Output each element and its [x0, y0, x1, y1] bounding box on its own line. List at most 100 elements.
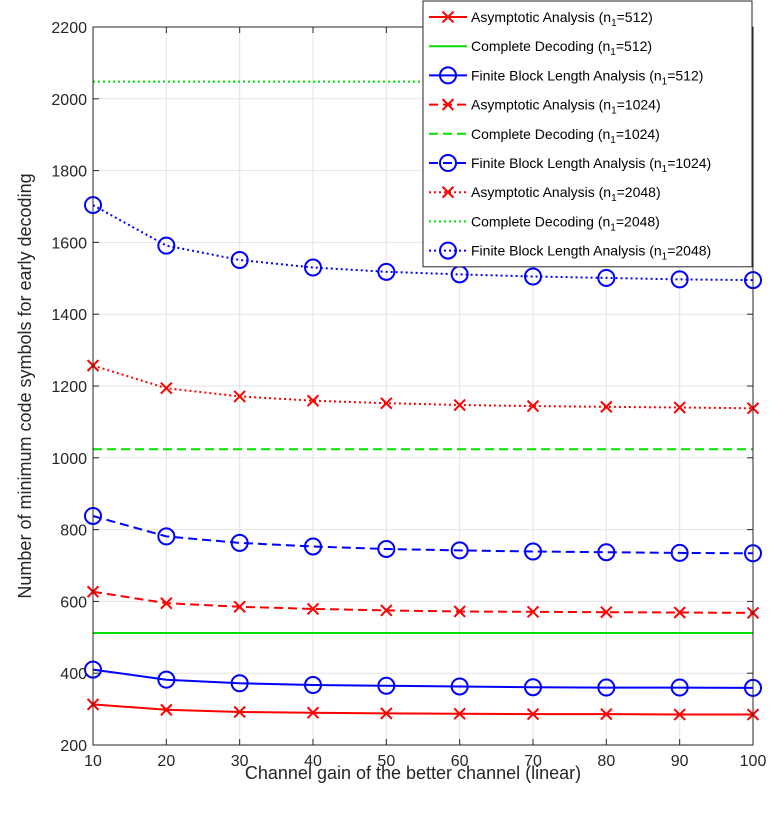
y-tick-label: 1800 [51, 164, 87, 181]
circle-marker [450, 677, 469, 696]
x-marker-stroke [233, 390, 246, 403]
x-marker [453, 605, 466, 618]
y-tick-label: 600 [60, 594, 87, 611]
x-marker [160, 597, 173, 610]
x-tick-label: 30 [231, 753, 249, 770]
x-marker [380, 604, 393, 617]
x-marker-stroke [160, 597, 173, 610]
legend-label-suffix: =1024) [616, 126, 660, 142]
legend-label-suffix: =2048) [667, 243, 711, 259]
legend-label-text: Complete Decoding (n [471, 38, 610, 54]
series-line [92, 204, 754, 282]
legend-label: Asymptotic Analysis (n1=512) [471, 9, 653, 29]
circle-marker [157, 527, 176, 546]
x-marker [233, 705, 246, 719]
x-marker-stroke [453, 398, 466, 412]
legend-entry: Finite Block Length Analysis (n1=2048) [429, 241, 711, 263]
x-marker [306, 394, 320, 407]
x-marker [233, 600, 246, 613]
x-marker-stroke [673, 606, 686, 619]
legend-marker-stroke [441, 98, 455, 111]
legend-label: Asymptotic Analysis (n1=2048) [471, 184, 661, 204]
x-marker [306, 706, 320, 719]
x-marker [526, 605, 540, 618]
x-tick-label: 40 [304, 753, 322, 770]
legend-entry: Asymptotic Analysis (n1=2048) [429, 184, 661, 204]
legend-label-subscript: 1 [611, 18, 617, 29]
x-axis-label: Channel gain of the better channel (line… [245, 763, 581, 783]
x-marker-stroke [600, 707, 613, 721]
legend-label: Complete Decoding (n1=512) [471, 38, 652, 58]
y-tick-label: 1600 [51, 235, 87, 252]
circle-marker [597, 678, 616, 697]
legend: Asymptotic Analysis (n1=512)Complete Dec… [422, 0, 753, 268]
legend-label: Finite Block Length Analysis (n1=1024) [471, 155, 711, 175]
legend-label-subscript: 1 [662, 76, 668, 87]
legend-entry: Complete Decoding (n1=1024) [429, 126, 660, 146]
y-tick-label: 2000 [51, 92, 87, 109]
y-tick-label: 1000 [51, 451, 87, 468]
x-marker [673, 708, 686, 721]
x-marker [453, 707, 466, 720]
legend-label: Finite Block Length Analysis (n1=512) [471, 67, 703, 87]
x-marker [160, 381, 173, 395]
x-marker-stroke [673, 401, 686, 414]
series-line [92, 590, 754, 614]
legend-label: Complete Decoding (n1=1024) [471, 126, 660, 146]
circle-marker [304, 676, 322, 695]
x-marker [233, 390, 246, 403]
x-marker [526, 707, 540, 721]
x-marker-stroke [526, 605, 540, 618]
x-tick-label: 50 [377, 753, 395, 770]
x-marker [673, 401, 686, 414]
y-axis-label: Number of minimum code symbols for early… [15, 173, 35, 598]
legend-entry: Asymptotic Analysis (n1=512) [429, 9, 653, 29]
legend-entry: Asymptotic Analysis (n1=1024) [429, 97, 661, 117]
x-marker [453, 398, 466, 412]
x-tick-label: 80 [597, 753, 615, 770]
circle-marker [524, 678, 542, 697]
legend-label-suffix: =512) [617, 9, 653, 25]
y-tick-label: 800 [60, 523, 87, 540]
circle-marker [524, 542, 542, 561]
x-marker [306, 602, 320, 616]
x-marker-stroke [160, 381, 173, 395]
x-marker-stroke [453, 707, 466, 720]
x-marker [160, 703, 173, 716]
circle-marker [670, 678, 689, 697]
legend-label-text: Finite Block Length Analysis (n [471, 155, 662, 171]
circle-marker [230, 674, 249, 693]
legend-label-suffix: =512) [616, 38, 652, 54]
series-line [92, 515, 754, 555]
x-marker-stroke [306, 394, 320, 407]
y-tick-label: 200 [60, 738, 87, 755]
legend-marker-stroke [441, 186, 455, 199]
legend-marker [439, 154, 457, 172]
x-tick-label: 70 [524, 753, 542, 770]
x-marker-stroke [673, 708, 686, 721]
legend-label-text: Asymptotic Analysis (n [471, 9, 611, 25]
legend-label-subscript: 1 [611, 193, 617, 204]
legend-label-subscript: 1 [611, 106, 617, 117]
circle-marker [597, 268, 616, 287]
legend-entry: Finite Block Length Analysis (n1=1024) [429, 154, 711, 175]
legend-box [422, 0, 753, 268]
x-marker [600, 606, 613, 619]
x-marker-stroke [306, 602, 320, 616]
series-6 [84, 506, 762, 563]
legend-marker [439, 241, 457, 260]
x-marker [380, 397, 393, 410]
x-tick-label: 90 [671, 753, 689, 770]
x-marker-stroke [453, 605, 466, 618]
x-tick-label: 100 [740, 753, 767, 770]
legend-marker [439, 66, 457, 85]
legend-marker [441, 10, 455, 24]
x-marker-stroke [600, 400, 613, 413]
circle-marker [230, 533, 249, 552]
ticks: 10 20 30 40 50 60 70 80 90 1002004006008001000120… [51, 20, 766, 770]
x-marker-stroke [526, 399, 540, 413]
legend-label: Finite Block Length Analysis (n1=2048) [471, 243, 711, 263]
legend-label-subscript: 1 [662, 252, 668, 263]
x-marker-stroke [160, 703, 173, 716]
